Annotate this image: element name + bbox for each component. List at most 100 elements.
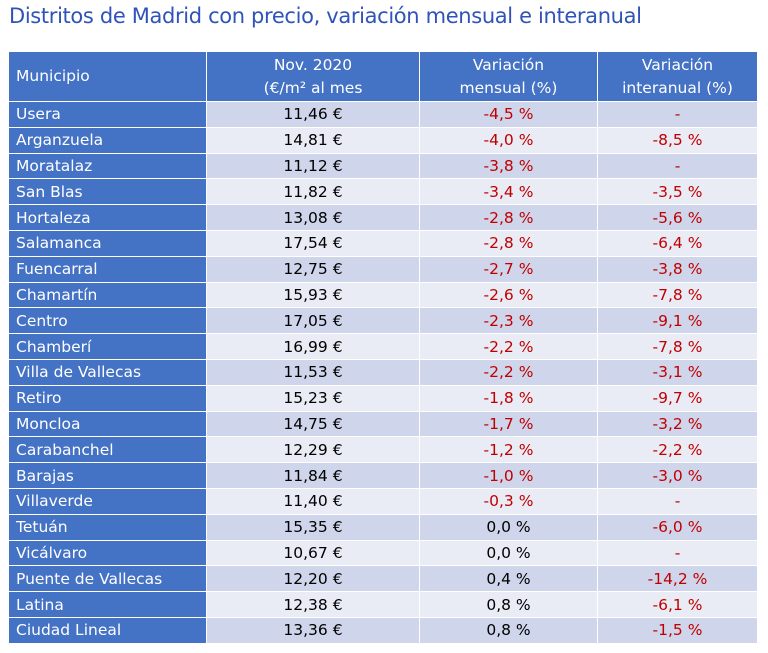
header-monthly-line1: Variación [472,55,545,74]
municipio-cell: Arganzuela [8,126,207,154]
annual-variation-cell: -14,2 % [597,565,758,593]
monthly-variation-cell: 0,8 % [419,591,598,618]
price-cell: 16,99 € [206,333,420,360]
table-row: Puente de Vallecas 12,20 €0,4 % -14,2 % [8,565,758,593]
header-annual-line1: Variación [641,55,714,74]
table-row: Latina 12,38 €0,8 % -6,1 % [8,591,758,618]
municipio-cell: Centro [8,307,207,335]
annual-variation-cell: -1,5 % [597,616,758,644]
districts-table: Municipio Nov. 2020 (€/m² al mes Variaci… [8,51,758,644]
price-cell: 12,75 € [206,255,420,283]
price-cell: 13,36 € [206,616,420,644]
table-row: Moncloa 14,75 € -1,7 % -3,2 % [8,410,758,438]
municipio-cell: San Blas [8,178,207,206]
monthly-variation-cell: -2,8 % [419,204,598,231]
municipio-cell: Fuencarral [8,255,207,283]
table-body: Usera 11,46 € -4,5 % - Arganzuela 14,81 € -4,0… [8,101,758,644]
annual-variation-cell: -8,5 % [597,126,758,154]
municipio-cell: Carabanchel [8,436,207,464]
annual-variation-cell: -3,1 % [597,358,758,386]
municipio-cell: Moncloa [8,410,207,438]
annual-variation-cell: -6,0 % [597,513,758,541]
price-cell: 14,75 € [206,410,420,438]
table-row: Ciudad Lineal 13,36 €0,8 % -1,5 % [8,616,758,644]
monthly-variation-cell: 0,0 % [419,513,598,541]
annual-variation-cell: -3,2 % [597,410,758,438]
municipio-cell: Chamartín [8,281,207,309]
municipio-cell: Retiro [8,384,207,412]
monthly-variation-cell: -2,2 % [419,333,598,360]
monthly-variation-cell: -2,3 % [419,307,598,335]
monthly-variation-cell: 0,4 % [419,565,598,593]
price-cell: 12,29 € [206,436,420,464]
table-row: Centro 17,05 € -2,3 % -9,1 % [8,307,758,335]
header-price-line1: Nov. 2020 [273,55,353,74]
monthly-variation-cell: -1,0 % [419,462,598,489]
annual-variation-cell: -9,7 % [597,384,758,412]
monthly-variation-cell: -4,5 % [419,101,598,128]
municipio-cell: Hortaleza [8,204,207,231]
municipio-cell: Barajas [8,462,207,489]
annual-variation-cell: -5,6 % [597,204,758,231]
price-cell: 17,54 € [206,229,420,257]
municipio-cell: Salamanca [8,229,207,257]
header-monthly: Variación mensual (%) [419,51,598,102]
table-row: Tetuán 15,35 €0,0 % -6,0 % [8,513,758,541]
monthly-variation-cell: -0,3 % [419,487,598,515]
table-row: Moratalaz 11,12 € -3,8 % - [8,152,758,180]
header-annual: Variación interanual (%) [597,51,758,102]
annual-variation-cell: -3,8 % [597,255,758,283]
annual-variation-cell: -3,5 % [597,178,758,206]
table-row: Usera 11,46 € -4,5 % - [8,101,758,128]
price-cell: 14,81 € [206,126,420,154]
table-row: Villa de Vallecas 11,53 € -2,2 % -3,1 % [8,358,758,386]
municipio-cell: Usera [8,101,207,128]
price-cell: 11,84 € [206,462,420,489]
table-row: Salamanca 17,54 € -2,8 % -6,4 % [8,229,758,257]
annual-variation-cell: - [597,539,758,567]
municipio-cell: Villaverde [8,487,207,515]
header-price: Nov. 2020 (€/m² al mes [206,51,420,102]
annual-variation-cell: -7,8 % [597,333,758,360]
table-row: Fuencarral 12,75 € -2,7 % -3,8 % [8,255,758,283]
municipio-cell: Villa de Vallecas [8,358,207,386]
table-row: Chamartín 15,93 € -2,6 % -7,8 % [8,281,758,309]
table-row: Barajas 11,84 € -1,0 % -3,0 % [8,462,758,489]
municipio-cell: Puente de Vallecas [8,565,207,593]
table-row: Carabanchel 12,29 € -1,2 % -2,2 % [8,436,758,464]
monthly-variation-cell: -3,4 % [419,178,598,206]
table-row: Vicálvaro 10,67 €0,0 % - [8,539,758,567]
monthly-variation-cell: -1,2 % [419,436,598,464]
price-cell: 12,38 € [206,591,420,618]
municipio-cell: Ciudad Lineal [8,616,207,644]
table-row: Chamberí 16,99 € -2,2 % -7,8 % [8,333,758,360]
price-cell: 13,08 € [206,204,420,231]
annual-variation-cell: - [597,487,758,515]
page-title: Distritos de Madrid con precio, variació… [9,4,642,28]
municipio-cell: Latina [8,591,207,618]
table-row: Hortaleza 13,08 € -2,8 % -5,6 % [8,204,758,231]
annual-variation-cell: - [597,152,758,180]
price-cell: 11,53 € [206,358,420,386]
table-row: San Blas 11,82 € -3,4 % -3,5 % [8,178,758,206]
annual-variation-cell: -9,1 % [597,307,758,335]
price-cell: 15,35 € [206,513,420,541]
annual-variation-cell: -3,0 % [597,462,758,489]
monthly-variation-cell: -4,0 % [419,126,598,154]
annual-variation-cell: -6,4 % [597,229,758,257]
monthly-variation-cell: -2,8 % [419,229,598,257]
monthly-variation-cell: -2,6 % [419,281,598,309]
table-row: Arganzuela 14,81 € -4,0 % -8,5 % [8,126,758,154]
price-cell: 15,23 € [206,384,420,412]
header-row: Municipio Nov. 2020 (€/m² al mes Variaci… [8,51,758,102]
monthly-variation-cell: 0,8 % [419,616,598,644]
price-cell: 10,67 € [206,539,420,567]
monthly-variation-cell: -2,2 % [419,358,598,386]
annual-variation-cell: -6,1 % [597,591,758,618]
municipio-cell: Moratalaz [8,152,207,180]
monthly-variation-cell: 0,0 % [419,539,598,567]
table-row: Retiro 15,23 € -1,8 % -9,7 % [8,384,758,412]
municipio-cell: Tetuán [8,513,207,541]
price-cell: 12,20 € [206,565,420,593]
header-annual-line2: interanual (%) [622,78,733,97]
